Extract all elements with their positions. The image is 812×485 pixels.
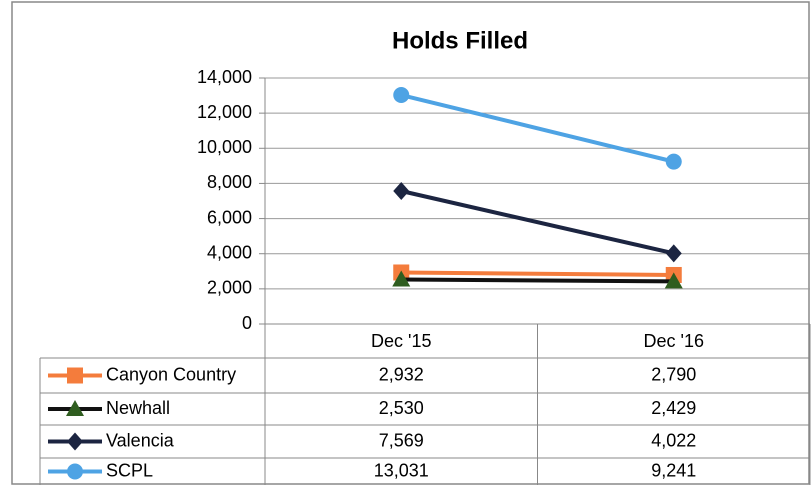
y-tick-label: 12,000	[197, 102, 252, 122]
series-line	[401, 270, 674, 277]
marker	[393, 87, 410, 104]
table-value: 9,241	[651, 460, 696, 480]
x-tick-label: Dec '15	[371, 331, 431, 351]
y-tick-label: 4,000	[207, 242, 252, 262]
series-line	[400, 93, 675, 164]
y-tick-label: 14,000	[197, 67, 252, 87]
chart-border	[11, 1, 810, 485]
legend-label: Valencia	[106, 430, 175, 450]
legend-marker	[66, 400, 84, 416]
table-value: 4,022	[651, 430, 696, 450]
marker	[665, 244, 682, 263]
y-tick-label: 0	[242, 313, 252, 333]
series-line	[400, 189, 675, 256]
legend-label: Canyon Country	[106, 364, 236, 384]
marker	[664, 272, 683, 289]
table-value: 2,429	[651, 398, 696, 418]
x-tick-label: Dec '16	[644, 331, 704, 351]
y-tick-label: 2,000	[207, 278, 252, 298]
marker	[392, 270, 411, 287]
table-value: 13,031	[374, 460, 429, 480]
chart-title: Holds Filled	[392, 27, 528, 54]
table-value: 2,790	[651, 364, 696, 384]
legend-label: SCPL	[106, 460, 153, 480]
marker	[393, 182, 410, 201]
table-value: 2,932	[379, 364, 424, 384]
marker	[665, 153, 682, 170]
table-value: 7,569	[379, 430, 424, 450]
series-line	[401, 277, 674, 284]
legend-marker	[67, 463, 83, 480]
legend-marker	[67, 367, 83, 384]
y-tick-label: 10,000	[197, 137, 252, 157]
y-tick-label: 8,000	[207, 172, 252, 192]
legend-marker	[67, 432, 83, 451]
table-value: 2,530	[379, 398, 424, 418]
y-tick-label: 6,000	[207, 207, 252, 227]
legend-label: Newhall	[106, 398, 170, 418]
